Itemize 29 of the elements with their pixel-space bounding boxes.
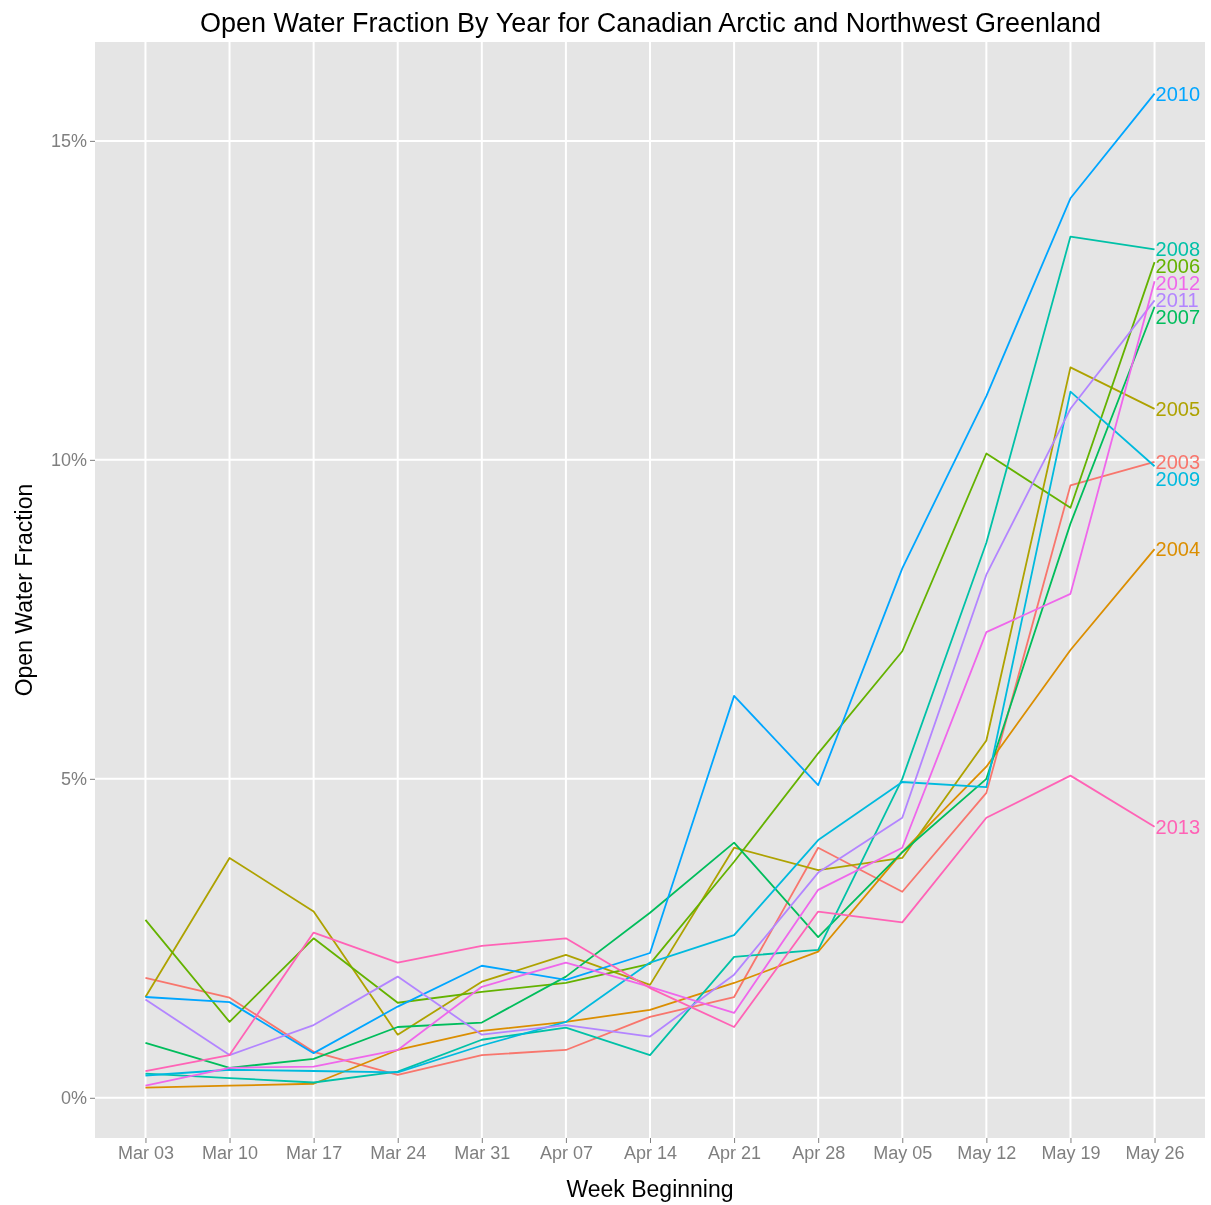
y-tick-label: 5% [60, 769, 87, 790]
x-tick-label: Apr 07 [539, 1142, 593, 1163]
x-tick-label: Mar 10 [202, 1142, 259, 1163]
x-tick-label: May 05 [873, 1142, 933, 1163]
x-tick-label: Apr 14 [623, 1142, 678, 1163]
x-tick-label: Mar 03 [117, 1142, 174, 1163]
y-axis-title: Open Water Fraction [11, 483, 37, 697]
x-tick-label: May 12 [957, 1142, 1017, 1163]
x-axis-title: Week Beginning [566, 1176, 734, 1202]
line-series [144, 548, 1156, 1089]
y-tick-label: 10% [50, 450, 87, 471]
line-series [144, 774, 1156, 1072]
x-tick-label: Mar 31 [454, 1142, 511, 1163]
line-series [144, 92, 1156, 1055]
series-label: 2013 [1155, 815, 1201, 838]
series-label: 2003 [1155, 450, 1201, 473]
series-label: 2007 [1155, 306, 1201, 329]
series-label: 2010 [1155, 82, 1201, 105]
chart-title: Open Water Fraction By Year for Canadian Arctic and Northwest Greenland [200, 8, 1101, 38]
x-tick-label: Mar 24 [370, 1142, 427, 1163]
series-label: 2005 [1155, 397, 1201, 420]
y-tick-label: 15% [50, 131, 87, 152]
x-tick-label: Apr 21 [708, 1142, 762, 1163]
series-label: 2004 [1155, 538, 1201, 561]
y-tick-label: 0% [60, 1088, 87, 1109]
x-tick-label: May 26 [1125, 1142, 1185, 1163]
x-tick-label: Apr 28 [792, 1142, 846, 1163]
x-tick-label: Mar 17 [286, 1142, 343, 1163]
x-tick-label: May 19 [1041, 1142, 1101, 1163]
